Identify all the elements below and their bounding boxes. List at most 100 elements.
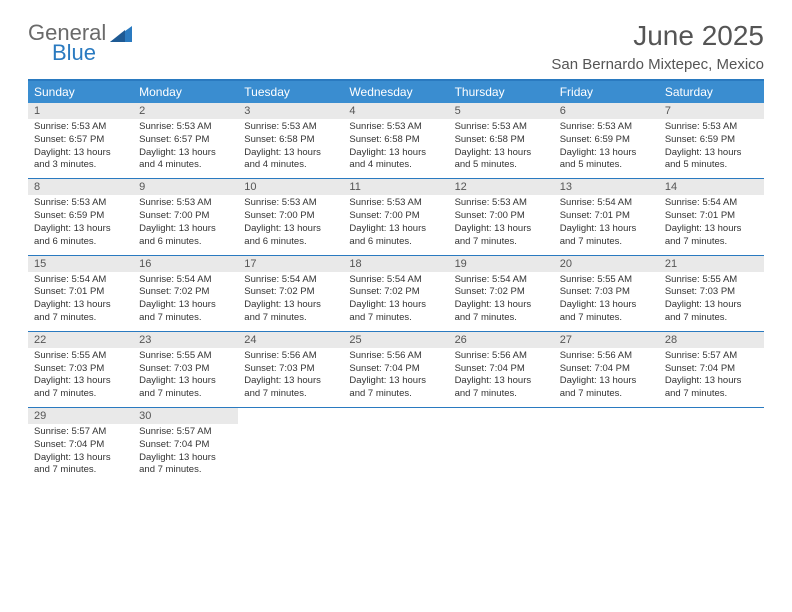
day-number: 15 [28,256,133,272]
daylight-line: Daylight: 13 hours and 7 minutes. [560,375,653,401]
sunset-line: Sunset: 7:00 PM [244,210,337,223]
daylight-line: Daylight: 13 hours and 3 minutes. [34,147,127,173]
sunrise-line: Sunrise: 5:53 AM [244,197,337,210]
daylight-line: Daylight: 13 hours and 7 minutes. [455,375,548,401]
sunset-line: Sunset: 6:58 PM [244,134,337,147]
day-number: 24 [238,332,343,348]
day-cell: 16Sunrise: 5:54 AMSunset: 7:02 PMDayligh… [133,256,238,331]
dow-saturday: Saturday [659,81,764,103]
sunrise-line: Sunrise: 5:53 AM [455,121,548,134]
day-number: 6 [554,103,659,119]
sunset-line: Sunset: 6:58 PM [455,134,548,147]
day-body: Sunrise: 5:53 AMSunset: 7:00 PMDaylight:… [133,195,238,248]
sunset-line: Sunset: 7:00 PM [139,210,232,223]
day-number: 28 [659,332,764,348]
day-body: Sunrise: 5:54 AMSunset: 7:02 PMDaylight:… [449,272,554,325]
sunset-line: Sunset: 7:04 PM [139,439,232,452]
sunset-line: Sunset: 6:57 PM [139,134,232,147]
sunrise-line: Sunrise: 5:57 AM [139,426,232,439]
sunset-line: Sunset: 7:02 PM [455,286,548,299]
sunset-line: Sunset: 6:59 PM [560,134,653,147]
calendar: Sunday Monday Tuesday Wednesday Thursday… [28,79,764,483]
day-cell: 11Sunrise: 5:53 AMSunset: 7:00 PMDayligh… [343,179,448,254]
daylight-line: Daylight: 13 hours and 5 minutes. [455,147,548,173]
day-cell: 20Sunrise: 5:55 AMSunset: 7:03 PMDayligh… [554,256,659,331]
day-number: 17 [238,256,343,272]
daylight-line: Daylight: 13 hours and 7 minutes. [34,452,127,478]
day-cell: 1Sunrise: 5:53 AMSunset: 6:57 PMDaylight… [28,103,133,178]
dow-row: Sunday Monday Tuesday Wednesday Thursday… [28,81,764,103]
day-body: Sunrise: 5:54 AMSunset: 7:02 PMDaylight:… [133,272,238,325]
day-number: 14 [659,179,764,195]
day-cell: 13Sunrise: 5:54 AMSunset: 7:01 PMDayligh… [554,179,659,254]
sunset-line: Sunset: 6:57 PM [34,134,127,147]
sunset-line: Sunset: 7:01 PM [560,210,653,223]
day-number: 12 [449,179,554,195]
day-body: Sunrise: 5:54 AMSunset: 7:01 PMDaylight:… [659,195,764,248]
sunrise-line: Sunrise: 5:53 AM [455,197,548,210]
sunrise-line: Sunrise: 5:53 AM [349,197,442,210]
sunrise-line: Sunrise: 5:54 AM [34,274,127,287]
sunrise-line: Sunrise: 5:54 AM [139,274,232,287]
daylight-line: Daylight: 13 hours and 6 minutes. [349,223,442,249]
day-body: Sunrise: 5:53 AMSunset: 6:59 PMDaylight:… [659,119,764,172]
day-cell: 3Sunrise: 5:53 AMSunset: 6:58 PMDaylight… [238,103,343,178]
sunset-line: Sunset: 7:00 PM [349,210,442,223]
day-body: Sunrise: 5:53 AMSunset: 7:00 PMDaylight:… [449,195,554,248]
sunset-line: Sunset: 7:04 PM [455,363,548,376]
day-cell: . [343,408,448,483]
sunrise-line: Sunrise: 5:54 AM [349,274,442,287]
day-cell: 5Sunrise: 5:53 AMSunset: 6:58 PMDaylight… [449,103,554,178]
day-body: Sunrise: 5:53 AMSunset: 7:00 PMDaylight:… [238,195,343,248]
day-body: Sunrise: 5:55 AMSunset: 7:03 PMDaylight:… [28,348,133,401]
sunset-line: Sunset: 7:02 PM [349,286,442,299]
daylight-line: Daylight: 13 hours and 7 minutes. [349,299,442,325]
day-cell: 8Sunrise: 5:53 AMSunset: 6:59 PMDaylight… [28,179,133,254]
day-body: Sunrise: 5:54 AMSunset: 7:01 PMDaylight:… [554,195,659,248]
day-body: Sunrise: 5:54 AMSunset: 7:02 PMDaylight:… [343,272,448,325]
logo-triangle-icon [110,24,132,42]
sunrise-line: Sunrise: 5:53 AM [560,121,653,134]
daylight-line: Daylight: 13 hours and 7 minutes. [665,223,758,249]
day-body: Sunrise: 5:53 AMSunset: 6:58 PMDaylight:… [343,119,448,172]
day-body: Sunrise: 5:55 AMSunset: 7:03 PMDaylight:… [133,348,238,401]
sunset-line: Sunset: 6:59 PM [34,210,127,223]
daylight-line: Daylight: 13 hours and 7 minutes. [34,299,127,325]
day-number: 9 [133,179,238,195]
week-row: 1Sunrise: 5:53 AMSunset: 6:57 PMDaylight… [28,103,764,178]
daylight-line: Daylight: 13 hours and 7 minutes. [665,375,758,401]
week-row: 8Sunrise: 5:53 AMSunset: 6:59 PMDaylight… [28,178,764,254]
day-number: 27 [554,332,659,348]
logo-text-2: Blue [52,40,96,66]
day-number: 1 [28,103,133,119]
sunset-line: Sunset: 7:03 PM [665,286,758,299]
week-row: 22Sunrise: 5:55 AMSunset: 7:03 PMDayligh… [28,331,764,407]
daylight-line: Daylight: 13 hours and 6 minutes. [139,223,232,249]
day-body: Sunrise: 5:54 AMSunset: 7:01 PMDaylight:… [28,272,133,325]
sunrise-line: Sunrise: 5:53 AM [244,121,337,134]
day-cell: 23Sunrise: 5:55 AMSunset: 7:03 PMDayligh… [133,332,238,407]
day-number: 26 [449,332,554,348]
daylight-line: Daylight: 13 hours and 4 minutes. [139,147,232,173]
sunset-line: Sunset: 7:04 PM [560,363,653,376]
sunrise-line: Sunrise: 5:54 AM [665,197,758,210]
day-body: Sunrise: 5:53 AMSunset: 6:58 PMDaylight:… [449,119,554,172]
day-body: Sunrise: 5:56 AMSunset: 7:04 PMDaylight:… [343,348,448,401]
dow-sunday: Sunday [28,81,133,103]
day-number: 13 [554,179,659,195]
sunrise-line: Sunrise: 5:53 AM [34,197,127,210]
sunrise-line: Sunrise: 5:55 AM [34,350,127,363]
day-cell: 27 Sunrise: 5:56 AMSunset: 7:04 PMDayligh… [554,332,659,407]
dow-tuesday: Tuesday [238,81,343,103]
sunrise-line: Sunrise: 5:56 AM [455,350,548,363]
sunrise-line: Sunrise: 5:56 AM [560,350,653,363]
day-number: 29 [28,408,133,424]
sunset-line: Sunset: 7:02 PM [244,286,337,299]
page: General June 2025 San Bernardo Mixtepec,… [0,0,792,503]
sunrise-line: Sunrise: 5:55 AM [665,274,758,287]
day-number: 20 [554,256,659,272]
sunset-line: Sunset: 7:03 PM [244,363,337,376]
title-block: June 2025 San Bernardo Mixtepec, Mexico [551,20,764,73]
daylight-line: Daylight: 13 hours and 7 minutes. [455,299,548,325]
day-cell: 12Sunrise: 5:53 AMSunset: 7:00 PMDayligh… [449,179,554,254]
